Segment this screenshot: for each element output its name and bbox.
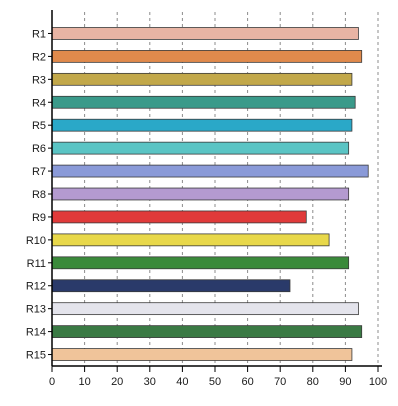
bar-r13: [51, 302, 359, 316]
bar-r15: [51, 348, 353, 361]
category-label-r13: R13: [26, 304, 46, 316]
bar-r2: [51, 50, 363, 63]
category-label-r6: R6: [32, 143, 46, 155]
bar-r7: [51, 164, 369, 178]
x-tick-label-70: 70: [274, 376, 286, 388]
x-tick-label-30: 30: [144, 376, 156, 388]
x-tick-label-80: 80: [307, 376, 319, 388]
bar-r10: [51, 233, 330, 247]
bar-r8: [51, 187, 350, 201]
bar-r12: [51, 279, 291, 293]
bar-r5: [51, 118, 353, 132]
category-labels: R1 R2 R3 R4 R5 R6 R7 R8 R9 R10 R11 R12 R13 R14 R15: [26, 28, 52, 362]
x-tick-label-50: 50: [209, 376, 221, 388]
bar-r11: [51, 256, 350, 270]
x-tick-label-10: 10: [78, 376, 90, 388]
category-label-r3: R3: [32, 74, 46, 86]
x-tick-label-40: 40: [176, 376, 188, 388]
x-tick-label-90: 90: [339, 376, 351, 388]
category-label-r14: R14: [26, 327, 46, 339]
bar-r14: [51, 325, 363, 338]
category-label-r8: R8: [32, 189, 46, 201]
x-tick-marks: [51, 366, 379, 372]
category-label-r9: R9: [32, 212, 46, 224]
x-tick-label-0: 0: [49, 376, 55, 388]
x-tick-label-100: 100: [369, 376, 387, 388]
category-label-r1: R1: [32, 28, 46, 40]
bar-r3: [51, 72, 353, 86]
category-label-r5: R5: [32, 120, 46, 132]
bar-r1: [51, 27, 359, 40]
bar-r6: [51, 141, 350, 155]
category-label-r11: R11: [27, 258, 46, 270]
x-tick-labels: 0 10 20 30 40 50 60 70 80 90 100: [49, 376, 387, 388]
bar-r4: [51, 95, 356, 109]
x-tick-label-20: 20: [111, 376, 123, 388]
x-tick-label-60: 60: [241, 376, 253, 388]
category-label-r10: R10: [26, 235, 46, 247]
category-label-r4: R4: [32, 97, 46, 109]
category-label-r15: R15: [26, 350, 46, 362]
bar-series: [51, 27, 369, 361]
category-label-r7: R7: [32, 166, 46, 178]
category-label-r12: R12: [26, 281, 46, 293]
bar-r9: [51, 210, 307, 224]
category-label-r2: R2: [32, 51, 46, 63]
